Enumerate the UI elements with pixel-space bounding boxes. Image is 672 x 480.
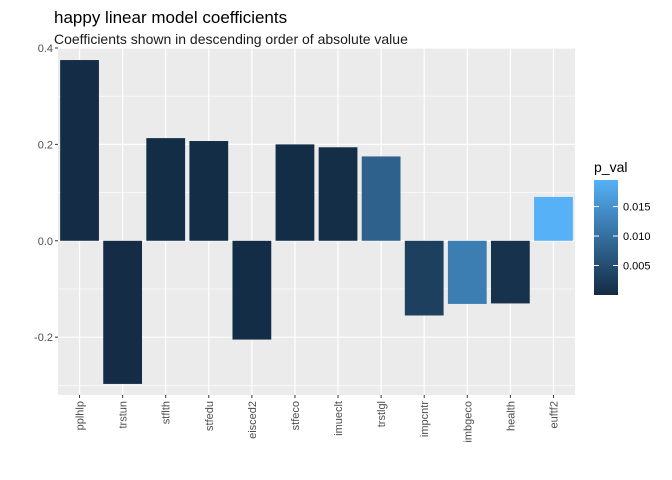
x-tick-label: imbgeco <box>462 401 474 443</box>
x-tick-label: health <box>505 401 517 431</box>
bars <box>60 60 573 384</box>
x-tick-label: imueclt <box>333 401 345 436</box>
bar-imueclt <box>318 147 358 241</box>
y-tick-label: 0.2 <box>38 139 53 151</box>
bar-eisced2 <box>232 240 272 340</box>
legend-ticks: 0.005 0.010 0.015 <box>594 202 651 273</box>
x-tick-label: eisced2 <box>247 401 259 439</box>
legend-label: 0.015 <box>623 202 651 214</box>
bar-pplhlp <box>60 60 99 241</box>
y-axis: -0.2 0.0 0.2 0.4 <box>34 43 58 344</box>
y-tick-label: 0.4 <box>38 43 53 55</box>
bar-impcntr <box>404 240 444 316</box>
chart-title: happy linear model coefficients <box>54 8 288 27</box>
y-tick-label: -0.2 <box>34 332 53 344</box>
bar-imbgeco <box>447 240 487 304</box>
legend-colorbar <box>594 180 618 295</box>
x-tick-label: trstun <box>118 401 130 429</box>
bar-stfeco <box>275 144 315 241</box>
legend-label: 0.005 <box>623 261 651 273</box>
bar-stflth <box>146 138 186 241</box>
legend-label: 0.010 <box>623 231 651 243</box>
bar-stfedu <box>189 141 229 241</box>
x-tick-label: stflth <box>161 401 173 424</box>
bar-trstlgl <box>361 156 401 241</box>
bar-health <box>490 240 530 304</box>
x-tick-label: impcntr <box>419 401 431 437</box>
x-tick-label: trstlgl <box>376 401 388 427</box>
bar-trstun <box>103 240 143 384</box>
y-tick-label: 0.0 <box>38 236 53 248</box>
x-tick-label: euftf2 <box>548 401 560 429</box>
x-tick-label: pplhlp <box>75 401 87 430</box>
chart-subtitle: Coefficients shown in descending order o… <box>54 31 408 47</box>
legend: p_val 0.005 0.010 0.015 <box>594 159 651 295</box>
x-axis: pplhlp trstun stflth stfedu eisced2 stfeco imu… <box>75 395 560 443</box>
bar-euftf2 <box>534 196 573 241</box>
legend-title: p_val <box>594 159 627 175</box>
x-tick-label: stfedu <box>204 401 216 431</box>
x-tick-label: stfeco <box>290 401 302 430</box>
